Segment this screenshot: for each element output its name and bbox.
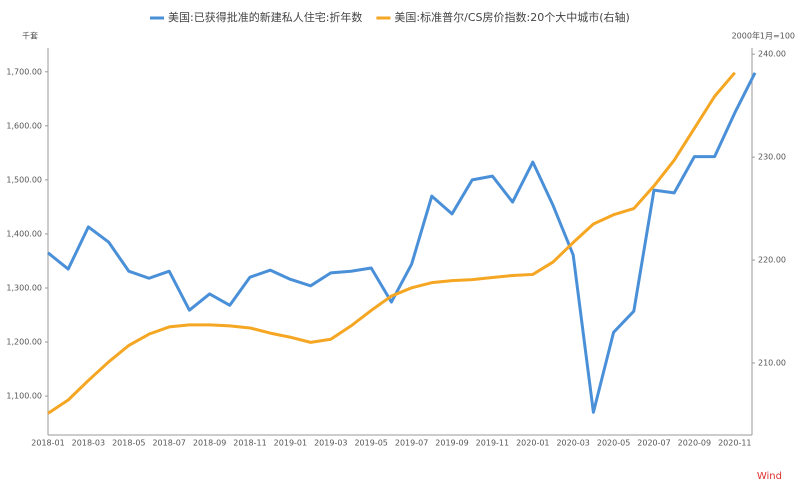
y-tick-label: 1,300.00 bbox=[6, 283, 42, 292]
x-tick-label: 2019-05 bbox=[354, 439, 387, 448]
x-tick-label: 2018-11 bbox=[233, 439, 266, 448]
y2-tick-label: 210.00 bbox=[758, 358, 786, 367]
x-tick-label: 2018-07 bbox=[152, 439, 185, 448]
x-tick-label: 2020-09 bbox=[678, 439, 711, 448]
y-tick-label: 1,500.00 bbox=[6, 175, 42, 184]
source: Wind bbox=[757, 471, 782, 482]
y-unit-label: 千套 bbox=[22, 31, 38, 41]
y-tick-label: 1,200.00 bbox=[6, 338, 42, 347]
y2-unit-label: 2000年1月=100 bbox=[732, 31, 795, 41]
x-tick-label: 2019-09 bbox=[435, 439, 468, 448]
series-line bbox=[47, 72, 757, 414]
x-tick-label: 2020-05 bbox=[597, 439, 630, 448]
y2-tick-label: 220.00 bbox=[758, 256, 786, 265]
x-tick-label: 2019-03 bbox=[314, 439, 347, 448]
legend-label: 美国:已获得批准的新建私人住宅:折年数 bbox=[168, 10, 362, 24]
y2-tick-label: 230.00 bbox=[758, 153, 786, 162]
x-tick-label: 2020-03 bbox=[556, 439, 589, 448]
x-tick-label: 2019-11 bbox=[476, 439, 509, 448]
x-tick-label: 2020-11 bbox=[718, 439, 751, 448]
y-tick-label: 1,600.00 bbox=[6, 121, 42, 130]
y-tick-label: 1,400.00 bbox=[6, 229, 42, 238]
y-tick-label: 1,700.00 bbox=[6, 67, 42, 76]
x-tick-label: 2018-03 bbox=[72, 439, 105, 448]
y2-tick-label: 240.00 bbox=[758, 50, 786, 59]
x-tick-label: 2018-01 bbox=[31, 439, 64, 448]
legend-label: 美国:标准普尔/CS房价指数:20个大中城市(右轴) bbox=[394, 10, 629, 24]
x-tick-label: 2020-07 bbox=[637, 439, 670, 448]
x-tick-label: 2019-07 bbox=[395, 439, 428, 448]
y-tick-label: 1,100.00 bbox=[6, 392, 42, 401]
x-tick-label: 2019-01 bbox=[274, 439, 307, 448]
x-tick-label: 2020-01 bbox=[516, 439, 549, 448]
series-line bbox=[47, 71, 736, 415]
x-tick-label: 2018-09 bbox=[193, 439, 226, 448]
x-tick-label: 2018-05 bbox=[112, 439, 145, 448]
